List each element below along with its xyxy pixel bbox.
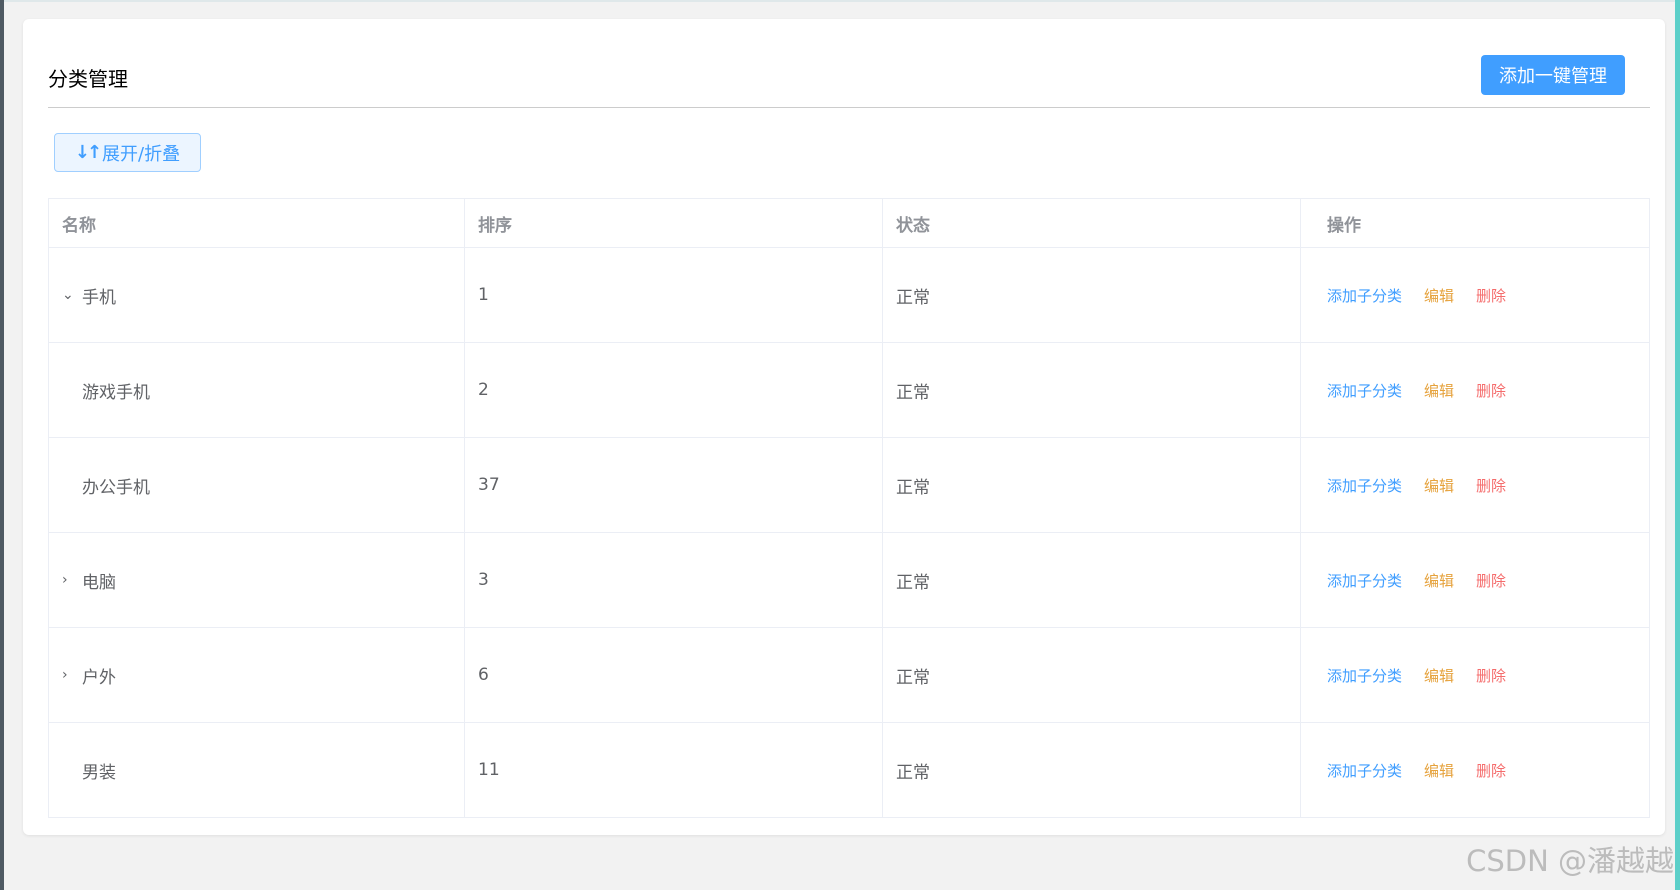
category-card: 分类管理 添加一键管理 ↓↑ 展开/折叠 名称 排序 状态 操作 ⌄ 手机 1 正常添… xyxy=(23,19,1665,835)
cell-name: › 户外 xyxy=(49,628,465,722)
chevron-right-icon[interactable]: › xyxy=(62,572,68,588)
add-child-link[interactable]: 添加子分类 xyxy=(1327,571,1403,590)
table-row: 游戏手机 2 正常 添加子分类 编辑 删除 xyxy=(49,343,1649,438)
sort-arrows-icon: ↓↑ xyxy=(74,142,102,163)
chevron-right-icon[interactable]: › xyxy=(62,667,68,683)
add-child-link[interactable]: 添加子分类 xyxy=(1327,476,1403,495)
cell-name: 游戏手机 xyxy=(49,343,465,437)
cell-sort: 6 xyxy=(465,628,883,722)
add-child-link[interactable]: 添加子分类 xyxy=(1327,381,1403,400)
edit-link[interactable]: 编辑 xyxy=(1424,476,1455,495)
divider xyxy=(48,107,1650,108)
edit-link[interactable]: 编辑 xyxy=(1424,571,1455,590)
edit-link[interactable]: 编辑 xyxy=(1424,666,1455,685)
table-row: › 电脑 3 正常 添加子分类 编辑 删除 xyxy=(49,533,1649,628)
cell-status: 正常 xyxy=(883,343,1301,437)
category-table: 名称 排序 状态 操作 ⌄ 手机 1 正常 添加子分类 编辑 删除 游戏手机 2 正常 添加子分类编… xyxy=(48,198,1650,818)
cell-actions: 添加子分类 编辑 删除 xyxy=(1301,343,1649,437)
delete-link[interactable]: 删除 xyxy=(1476,381,1507,400)
cell-sort: 37 xyxy=(465,438,883,532)
column-header-sort: 排序 xyxy=(465,199,883,247)
edit-link[interactable]: 编辑 xyxy=(1424,286,1455,305)
edit-link[interactable]: 编辑 xyxy=(1424,381,1455,400)
cell-status: 正常 xyxy=(883,438,1301,532)
cell-name: 办公手机 xyxy=(49,438,465,532)
delete-link[interactable]: 删除 xyxy=(1476,761,1507,780)
column-header-name: 名称 xyxy=(49,199,465,247)
category-name: 男装 xyxy=(82,762,116,783)
category-name: 游戏手机 xyxy=(82,382,150,403)
edit-link[interactable]: 编辑 xyxy=(1424,761,1455,780)
category-name: 电脑 xyxy=(82,572,116,593)
delete-link[interactable]: 删除 xyxy=(1476,666,1507,685)
cell-status: 正常 xyxy=(883,248,1301,342)
cell-actions: 添加子分类 编辑 删除 xyxy=(1301,438,1649,532)
cell-status: 正常 xyxy=(883,723,1301,817)
watermark: CSDN @潘越越 xyxy=(1466,844,1674,878)
table-row: 男装 11 正常 添加子分类 编辑 删除 xyxy=(49,723,1649,817)
column-header-actions: 操作 xyxy=(1327,215,1361,236)
cell-name: › 电脑 xyxy=(49,533,465,627)
table-header: 名称 排序 状态 操作 xyxy=(49,199,1649,248)
cell-status: 正常 xyxy=(883,533,1301,627)
cell-name: 男装 xyxy=(49,723,465,817)
delete-link[interactable]: 删除 xyxy=(1476,286,1507,305)
cell-actions: 添加子分类 编辑 删除 xyxy=(1301,723,1649,817)
delete-link[interactable]: 删除 xyxy=(1476,476,1507,495)
column-header-status: 状态 xyxy=(883,199,1301,247)
cell-name: ⌄ 手机 xyxy=(49,248,465,342)
chevron-down-icon[interactable]: ⌄ xyxy=(62,287,74,303)
table-row: ⌄ 手机 1 正常 添加子分类 编辑 删除 xyxy=(49,248,1649,343)
table-body: ⌄ 手机 1 正常 添加子分类 编辑 删除 游戏手机 2 正常 添加子分类 编辑 删除 办公手机 37 正常添… xyxy=(49,248,1649,817)
cell-sort: 11 xyxy=(465,723,883,817)
cell-actions: 添加子分类 编辑 删除 xyxy=(1301,628,1649,722)
add-child-link[interactable]: 添加子分类 xyxy=(1327,286,1403,305)
window-top-edge xyxy=(0,0,1680,2)
expand-collapse-button[interactable]: ↓↑ 展开/折叠 xyxy=(54,133,201,172)
table-row: 办公手机 37 正常 添加子分类 编辑 删除 xyxy=(49,438,1649,533)
delete-link[interactable]: 删除 xyxy=(1476,571,1507,590)
sidebar-edge xyxy=(0,0,4,890)
cell-actions: 添加子分类 编辑 删除 xyxy=(1301,248,1649,342)
cell-sort: 2 xyxy=(465,343,883,437)
cell-status: 正常 xyxy=(883,628,1301,722)
add-child-link[interactable]: 添加子分类 xyxy=(1327,761,1403,780)
table-row: › 户外 6 正常 添加子分类 编辑 删除 xyxy=(49,628,1649,723)
page-title: 分类管理 xyxy=(48,67,128,91)
category-name: 户外 xyxy=(82,667,116,688)
expand-collapse-label: 展开/折叠 xyxy=(102,143,181,165)
category-name: 手机 xyxy=(82,287,116,308)
cell-sort: 1 xyxy=(465,248,883,342)
cell-actions: 添加子分类 编辑 删除 xyxy=(1301,533,1649,627)
category-name: 办公手机 xyxy=(82,477,150,498)
add-child-link[interactable]: 添加子分类 xyxy=(1327,666,1403,685)
window-right-edge xyxy=(1675,0,1680,890)
add-one-click-manage-button[interactable]: 添加一键管理 xyxy=(1481,55,1625,95)
cell-sort: 3 xyxy=(465,533,883,627)
